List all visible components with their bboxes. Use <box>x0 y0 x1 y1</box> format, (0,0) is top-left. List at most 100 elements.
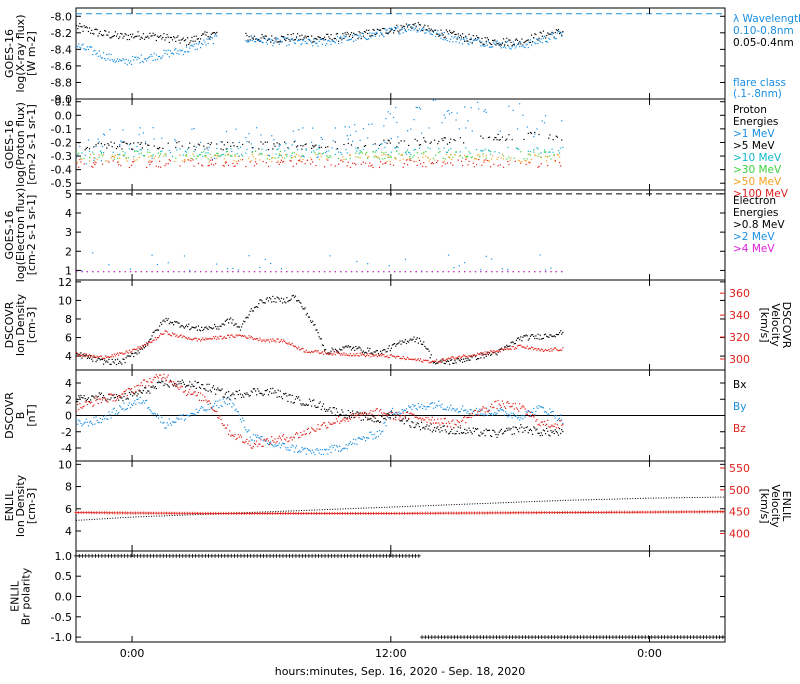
data-point <box>354 124 355 125</box>
data-point <box>479 41 480 42</box>
data-point <box>208 165 209 166</box>
y-axis-label-right: DSCOVRVelocity[km/s] <box>758 302 793 349</box>
data-point <box>518 345 519 346</box>
data-point <box>480 352 481 353</box>
data-point <box>513 413 514 414</box>
density-point <box>291 510 292 511</box>
density-point <box>671 497 672 498</box>
data-point <box>168 143 169 144</box>
data-point <box>220 148 221 149</box>
data-point <box>242 441 243 442</box>
data-point <box>381 416 382 417</box>
data-point <box>555 429 556 430</box>
velocity-point <box>463 512 466 515</box>
data-point <box>250 395 251 396</box>
data-point <box>524 347 525 348</box>
data-point <box>160 375 161 376</box>
data-point <box>285 342 286 343</box>
y-axis-label: ENLILBr polarity <box>9 567 33 625</box>
data-point <box>457 431 458 432</box>
data-point <box>406 412 407 413</box>
data-point <box>352 413 353 414</box>
data-point <box>403 342 404 343</box>
data-point <box>394 415 395 416</box>
data-point <box>237 438 238 439</box>
data-point <box>102 164 103 165</box>
data-point <box>89 148 90 149</box>
data-point <box>279 143 280 144</box>
data-point <box>451 410 452 411</box>
series-group-goes-proton <box>76 99 563 168</box>
data-point <box>404 423 405 424</box>
data-point <box>264 439 265 440</box>
data-point <box>520 41 521 42</box>
data-point <box>100 150 101 151</box>
data-point <box>145 58 146 59</box>
data-point <box>496 408 497 409</box>
density-point <box>177 515 178 516</box>
data-point <box>447 40 448 41</box>
data-point <box>272 440 273 441</box>
data-point <box>316 329 317 330</box>
data-point <box>257 39 258 40</box>
density-point <box>474 503 475 504</box>
data-point <box>530 429 531 430</box>
data-point <box>76 151 77 152</box>
density-point <box>399 506 400 507</box>
data-point <box>461 359 462 360</box>
velocity-point <box>600 511 603 514</box>
data-point <box>229 337 230 338</box>
data-point <box>245 441 246 442</box>
data-point <box>413 359 414 360</box>
data-point <box>312 351 313 352</box>
data-point <box>281 396 282 397</box>
data-point <box>238 326 239 327</box>
data-point <box>352 37 353 38</box>
data-point <box>399 416 400 417</box>
data-point <box>399 420 400 421</box>
data-point <box>425 151 426 152</box>
data-point <box>518 431 519 432</box>
data-point <box>360 140 361 141</box>
data-point <box>489 137 490 138</box>
data-point <box>151 412 152 413</box>
density-point <box>441 505 442 506</box>
data-point <box>194 155 195 156</box>
data-point <box>333 41 334 42</box>
data-point <box>162 334 163 335</box>
data-point <box>394 27 395 28</box>
data-point <box>258 40 259 41</box>
data-point <box>78 153 79 154</box>
data-point <box>216 263 217 264</box>
data-point <box>106 401 107 402</box>
data-point <box>353 353 354 354</box>
data-point <box>365 163 366 164</box>
data-point <box>87 404 88 405</box>
data-point <box>247 40 248 41</box>
data-point <box>181 325 182 326</box>
data-point <box>418 423 419 424</box>
data-point <box>310 163 311 164</box>
data-point <box>108 31 109 32</box>
data-point <box>357 412 358 413</box>
data-point <box>102 397 103 398</box>
velocity-point <box>382 512 385 515</box>
data-point <box>393 165 394 166</box>
density-point <box>112 518 113 519</box>
data-point <box>481 38 482 39</box>
data-point <box>481 433 482 434</box>
data-point <box>222 141 223 142</box>
data-point <box>340 354 341 355</box>
data-point <box>107 356 108 357</box>
data-point <box>200 393 201 394</box>
density-point <box>674 497 675 498</box>
data-point <box>386 351 387 352</box>
data-point <box>405 359 406 360</box>
density-point <box>384 507 385 508</box>
data-point <box>212 387 213 388</box>
data-point <box>275 39 276 40</box>
data-point <box>506 347 507 348</box>
data-point <box>163 33 164 34</box>
data-point <box>158 152 159 153</box>
data-point <box>312 321 313 322</box>
